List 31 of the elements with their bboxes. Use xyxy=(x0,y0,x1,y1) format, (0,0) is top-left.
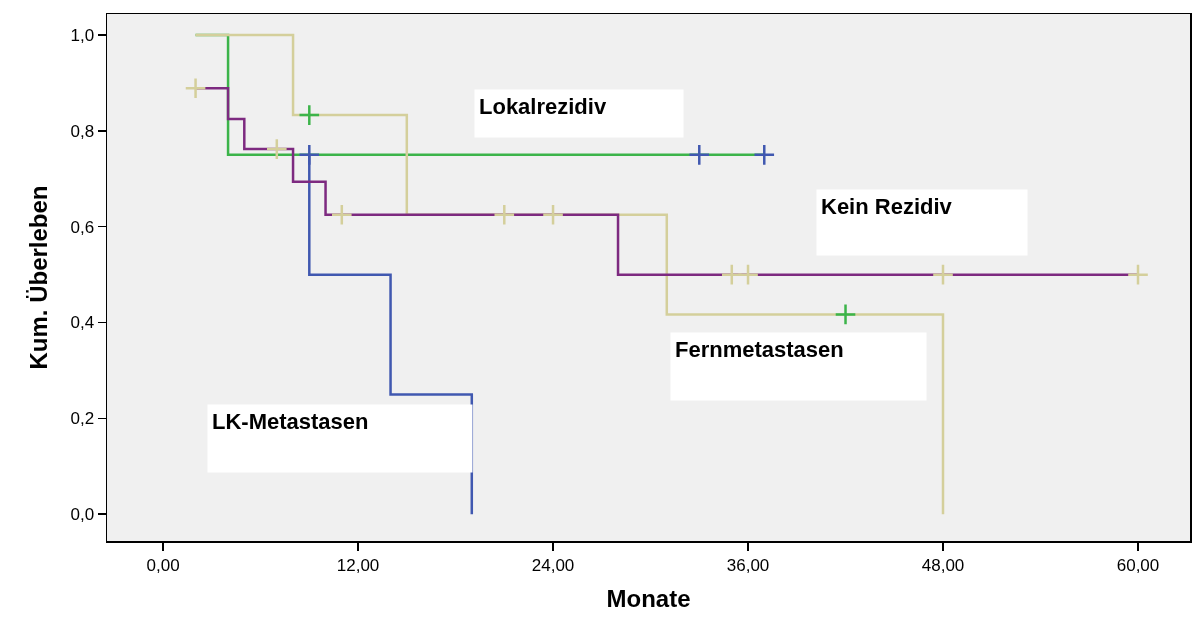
y-tick-label: 0,8 xyxy=(70,121,95,141)
annotation: LK-Metastasen xyxy=(212,409,369,434)
annotation: Fernmetastasen xyxy=(675,337,844,362)
x-tick-label: 60,00 xyxy=(1116,555,1160,575)
y-tick-label: 0,6 xyxy=(70,217,95,237)
point xyxy=(541,203,565,226)
x-tick-label: 12,00 xyxy=(336,555,380,575)
annotation: Kein Rezidiv xyxy=(821,194,953,219)
point xyxy=(1126,263,1150,286)
y-tick-label: 1,0 xyxy=(70,26,95,46)
x-tick-label: 36,00 xyxy=(726,555,770,575)
point xyxy=(688,143,711,166)
point xyxy=(265,138,288,161)
point xyxy=(834,303,857,326)
point xyxy=(753,143,776,166)
x-tick-label: 0,00 xyxy=(146,555,180,575)
x-tick-label: 24,00 xyxy=(531,555,575,575)
y-axis-title: Kum. Überleben xyxy=(24,185,52,370)
annotation: Lokalrezidiv xyxy=(479,94,607,119)
point xyxy=(931,263,955,286)
y-tick-label: 0,0 xyxy=(70,505,95,525)
point xyxy=(330,203,353,226)
x-axis-title: Monate xyxy=(606,584,691,612)
point xyxy=(184,77,207,100)
point xyxy=(298,104,321,127)
point xyxy=(493,203,516,226)
point xyxy=(736,263,760,286)
y-tick-label: 0,4 xyxy=(70,313,95,333)
y-tick-label: 0,2 xyxy=(70,409,95,429)
x-tick-label: 48,00 xyxy=(921,555,965,575)
point xyxy=(298,143,321,166)
